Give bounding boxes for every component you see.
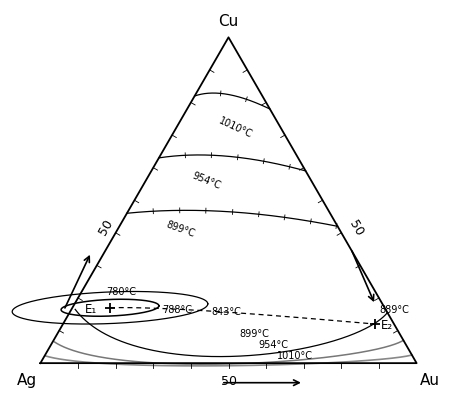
Text: 788°C: 788°C [163,305,193,315]
Text: 50: 50 [96,217,116,238]
Text: E₁: E₁ [85,303,97,316]
Text: E₂: E₂ [381,319,393,333]
Text: 954°C: 954°C [191,171,223,191]
Text: Ag: Ag [17,373,37,388]
Text: 899°C: 899°C [165,220,196,239]
Text: 843°C: 843°C [212,307,241,317]
Text: 889°C: 889°C [379,305,409,315]
Text: Au: Au [420,373,440,388]
Text: 50: 50 [220,375,237,388]
Text: 780°C: 780°C [106,287,136,297]
Text: 954°C: 954°C [259,340,289,350]
Text: Cu: Cu [218,14,239,29]
Text: 1010°C: 1010°C [217,116,254,140]
Text: 1010°C: 1010°C [277,350,314,361]
Text: 50: 50 [347,217,366,238]
Text: 899°C: 899°C [240,329,270,339]
